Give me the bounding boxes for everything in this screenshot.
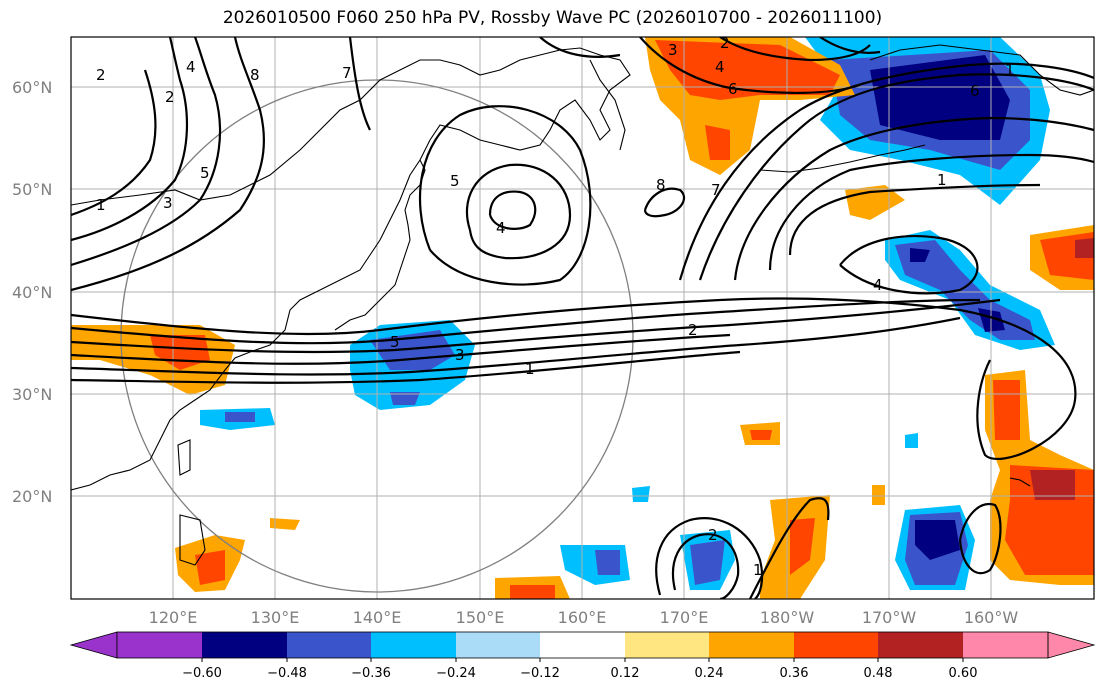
lon-label-120e: 120°E bbox=[149, 608, 198, 627]
lon-label-150e: 150°E bbox=[456, 608, 505, 627]
contour-label: 5 bbox=[200, 164, 210, 182]
colorbar-bin bbox=[202, 632, 287, 658]
colorbar-bin bbox=[287, 632, 371, 658]
luzon bbox=[179, 514, 206, 566]
contour-label: 8 bbox=[250, 66, 260, 84]
contour-labels: 2 4 8 7 2 5 3 1 5 4 8 7 3 2 4 6 6 1 4 5 … bbox=[96, 34, 1015, 579]
colorbar-tick-label: 0.12 bbox=[611, 666, 640, 681]
colorbar-low-extend bbox=[69, 631, 118, 659]
colorbar-bin bbox=[794, 632, 878, 658]
map-frame bbox=[70, 36, 1095, 600]
lon-label-170e: 170°E bbox=[660, 608, 709, 627]
lon-label-160e: 160°E bbox=[558, 608, 607, 627]
contour-label: 8 bbox=[656, 176, 666, 194]
colorbar-bin bbox=[709, 632, 794, 658]
contour-label: 3 bbox=[163, 194, 173, 212]
contour-label: 7 bbox=[342, 64, 352, 82]
lat-label-30: 30°N bbox=[12, 385, 52, 404]
colorbar-bin bbox=[625, 632, 709, 658]
colorbar-bin bbox=[540, 632, 625, 658]
contour-label: 2 bbox=[720, 34, 730, 52]
contour-label: 2 bbox=[96, 66, 106, 84]
lat-label-60: 60°N bbox=[12, 78, 52, 97]
contour-label: 6 bbox=[970, 82, 980, 100]
lat-label-50: 50°N bbox=[12, 180, 52, 199]
colorbar-tick-label: 0.24 bbox=[695, 666, 724, 681]
colorbar-tick-label: −0.36 bbox=[351, 666, 391, 681]
colorbar-tick-label: 0.36 bbox=[780, 666, 809, 681]
hawaii bbox=[1009, 477, 1031, 487]
contour-label: 4 bbox=[496, 219, 506, 237]
contour-label: 6 bbox=[728, 80, 738, 98]
map-title: 2026010500 F060 250 hPa PV, Rossby Wave … bbox=[222, 8, 883, 28]
contour-label: 2 bbox=[708, 526, 718, 544]
lon-label-130e: 130°E bbox=[251, 608, 300, 627]
colorbar-tick-label: −0.24 bbox=[436, 666, 476, 681]
contour-label: 3 bbox=[668, 41, 678, 59]
pv-contours bbox=[71, 37, 1094, 599]
lat-label-20: 20°N bbox=[12, 487, 52, 506]
contour-label: 1 bbox=[753, 561, 763, 579]
colorbar-bin bbox=[878, 632, 963, 658]
japan-coast bbox=[334, 159, 426, 331]
lon-label-140e: 140°E bbox=[353, 608, 402, 627]
alaska-coast bbox=[869, 44, 1094, 96]
coastlines bbox=[71, 44, 1094, 566]
lon-label-170w: 170°W bbox=[862, 608, 917, 627]
colorbar-tick-label: −0.48 bbox=[267, 666, 307, 681]
colorbar-tick-label: −0.12 bbox=[520, 666, 560, 681]
kamchatka-coast bbox=[589, 59, 626, 151]
colorbar-tick-label: −0.60 bbox=[182, 666, 222, 681]
contour-label: 5 bbox=[450, 172, 460, 190]
lon-label-180w: 180°W bbox=[760, 608, 815, 627]
contour-label: 5 bbox=[390, 333, 400, 351]
colorbar-tick-label: 0.60 bbox=[949, 666, 978, 681]
contour-label: 7 bbox=[711, 181, 721, 199]
lat-label-40: 40°N bbox=[12, 283, 52, 302]
colorbar-bin bbox=[963, 632, 1048, 658]
colorbar-bin bbox=[456, 632, 540, 658]
contour-label: 4 bbox=[186, 58, 196, 76]
contour-label: 4 bbox=[873, 276, 883, 294]
aleutians bbox=[759, 144, 926, 173]
colorbar-bin bbox=[371, 632, 456, 658]
taiwan bbox=[177, 439, 191, 476]
lat-axis: 60°N 50°N 40°N 30°N 20°N bbox=[12, 78, 52, 506]
contour-label: 1 bbox=[937, 171, 947, 189]
contour-label: 1 bbox=[525, 360, 535, 378]
contour-label: 4 bbox=[715, 58, 725, 76]
colorbar-high-extend bbox=[1047, 631, 1096, 659]
contour-label: 1 bbox=[96, 196, 106, 214]
radius-circle bbox=[120, 79, 634, 593]
colorbar-tick-label: 0.48 bbox=[864, 666, 893, 681]
lon-label-160w: 160°W bbox=[964, 608, 1019, 627]
map-panel: 2 4 8 7 2 5 3 1 5 4 8 7 3 2 4 6 6 1 4 5 … bbox=[71, 34, 1094, 599]
colorbar: −0.60 −0.48 −0.36 −0.24 −0.12 0.12 0.24 … bbox=[69, 631, 1096, 681]
contour-label: 1 bbox=[1005, 61, 1015, 79]
contour-label: 2 bbox=[688, 321, 698, 339]
contour-label: 2 bbox=[165, 88, 175, 106]
asia-coast bbox=[71, 47, 631, 491]
colorbar-frame bbox=[116, 631, 1049, 659]
colorbar-bin bbox=[117, 632, 202, 658]
lon-axis: 120°E 130°E 140°E 150°E 160°E 170°E 180°… bbox=[149, 608, 1019, 627]
contour-label: 3 bbox=[455, 346, 465, 364]
